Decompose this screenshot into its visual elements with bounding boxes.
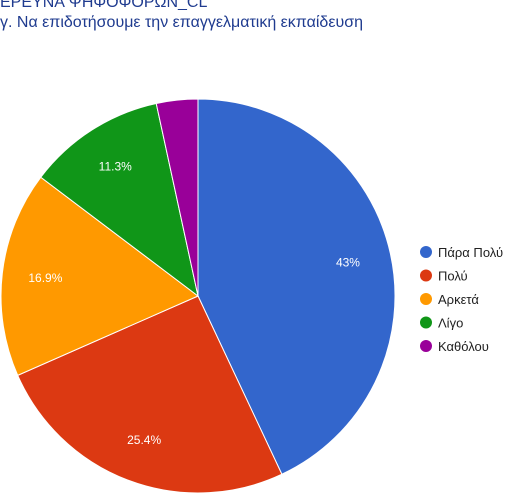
pie-slice-5 [155,98,199,297]
pie-slice-1 [197,98,396,475]
legend-label-5: Καθόλου [438,339,489,354]
chart-title: ΕΡΕΥΝΑ ΨΗΦΟΦΟΡΩΝ_CL [0,0,208,11]
pie-slice-2 [17,295,283,494]
legend-marker-3 [420,293,432,305]
legend-label-2: Πολύ [438,269,468,284]
chart-subtitle: γ. Να επιδοτήσουμε την επαγγελματική εκπ… [0,14,363,31]
pie-slice-3 [0,176,199,377]
legend-label-1: Πάρα Πολύ [438,245,503,260]
legend-marker-5 [420,340,432,352]
pie-slice-4 [40,102,199,298]
slice-data-label-4: 11.3% [99,160,132,174]
legend-label-3: Αρκετά [438,292,479,307]
legend-label-4: Λίγο [438,316,463,331]
slice-data-label-3: 16.9% [28,271,62,285]
legend-marker-2 [420,269,432,282]
legend-marker-1 [420,246,432,258]
legend-marker-4 [420,316,432,329]
pie-data-labels: 43% 25.4% 16.9% 11.3% [28,160,360,447]
pie-slices [0,98,396,494]
slice-data-label-2: 25.4% [127,433,161,447]
chart-legend: Πάρα Πολύ Πολύ Αρκετά Λίγο Καθόλου [420,245,503,354]
slice-data-label-1: 43% [336,255,360,269]
